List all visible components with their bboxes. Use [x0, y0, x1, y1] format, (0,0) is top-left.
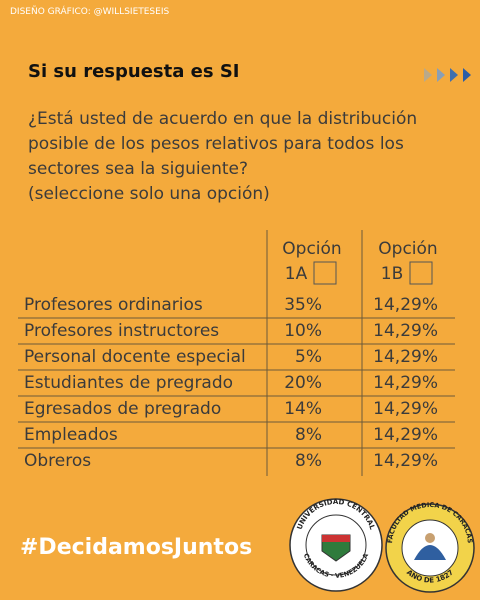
cell-value: 14% [284, 399, 322, 419]
table: Opción 1A Opción 1B Profesores ordinarios 35%… [18, 230, 455, 476]
cell-value: 14,29% [373, 295, 438, 315]
row-label: Personal docente especial [24, 347, 246, 367]
row-label: Obreros [24, 451, 91, 471]
cell-value: 14,29% [373, 451, 438, 471]
row-label: Egresados de pregrado [24, 399, 221, 419]
checkbox[interactable] [313, 261, 337, 285]
cell-value: 10% [284, 321, 322, 341]
question: ¿Está usted de acuerdo en que la distrib… [28, 109, 417, 204]
row-label: Profesores instructores [24, 321, 219, 341]
checkbox[interactable] [409, 261, 433, 285]
column-sub: 1A [285, 264, 308, 284]
row-label: Profesores ordinarios [24, 295, 203, 315]
question-line: posible de los pesos relativos para todo… [28, 134, 404, 154]
credit: DISEÑO GRÁFICO: @WILLSIETESEIS [10, 5, 169, 17]
cell-value: 20% [284, 373, 322, 393]
column-label: Opción [378, 239, 437, 259]
cell-value: 14,29% [373, 321, 438, 341]
cell-value: 14,29% [373, 347, 438, 367]
cell-value: 8% [295, 425, 322, 445]
cell-value: 5% [295, 347, 322, 367]
question-line: ¿Está usted de acuerdo en que la distrib… [28, 109, 417, 129]
row-label: Empleados [24, 425, 118, 445]
logo-ucv: UNIVERSIDAD CENTRAL CARACAS · VENEZUELA [289, 498, 383, 592]
row-label: Estudiantes de pregrado [24, 373, 233, 393]
cell-value: 35% [284, 295, 322, 315]
title: Si su respuesta es SI [28, 61, 239, 82]
cell-value: 8% [295, 451, 322, 471]
cell-value: 14,29% [373, 399, 438, 419]
cell-value: 14,29% [373, 425, 438, 445]
column-label: Opción [282, 239, 341, 259]
cell-value: 14,29% [373, 373, 438, 393]
hashtag: #DecidamosJuntos [20, 535, 252, 560]
question-line: (seleccione solo una opción) [28, 184, 270, 204]
column-sub: 1B [381, 264, 403, 284]
arrows [424, 68, 471, 82]
question-line: sectores sea la siguiente? [28, 159, 248, 179]
logo-fmc: FACULTAD MEDICA DE CARACAS AÑO DE 1827 [385, 501, 475, 593]
